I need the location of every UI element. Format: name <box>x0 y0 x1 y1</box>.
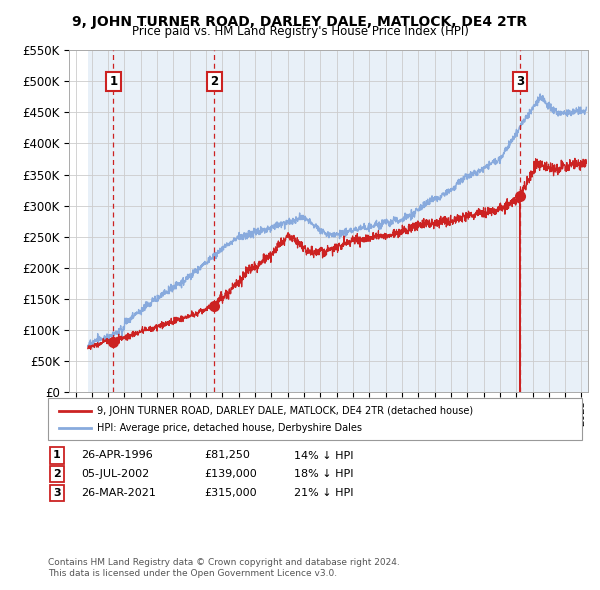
Text: 18% ↓ HPI: 18% ↓ HPI <box>294 470 353 479</box>
Text: 26-MAR-2021: 26-MAR-2021 <box>81 489 156 498</box>
Text: 1: 1 <box>53 451 61 460</box>
Text: £315,000: £315,000 <box>204 489 257 498</box>
Text: Price paid vs. HM Land Registry's House Price Index (HPI): Price paid vs. HM Land Registry's House … <box>131 25 469 38</box>
Text: £81,250: £81,250 <box>204 451 250 460</box>
Text: 26-APR-1996: 26-APR-1996 <box>81 451 153 460</box>
Text: 21% ↓ HPI: 21% ↓ HPI <box>294 489 353 498</box>
Text: 9, JOHN TURNER ROAD, DARLEY DALE, MATLOCK, DE4 2TR (detached house): 9, JOHN TURNER ROAD, DARLEY DALE, MATLOC… <box>97 406 473 415</box>
Text: 9, JOHN TURNER ROAD, DARLEY DALE, MATLOCK, DE4 2TR: 9, JOHN TURNER ROAD, DARLEY DALE, MATLOC… <box>73 15 527 29</box>
Text: 2: 2 <box>211 75 218 88</box>
Text: 3: 3 <box>516 75 524 88</box>
Text: 2: 2 <box>53 470 61 479</box>
Text: 05-JUL-2002: 05-JUL-2002 <box>81 470 149 479</box>
Text: 3: 3 <box>53 489 61 498</box>
Text: £139,000: £139,000 <box>204 470 257 479</box>
Text: 1: 1 <box>109 75 118 88</box>
Text: Contains HM Land Registry data © Crown copyright and database right 2024.: Contains HM Land Registry data © Crown c… <box>48 558 400 566</box>
Text: 14% ↓ HPI: 14% ↓ HPI <box>294 451 353 460</box>
Bar <box>88 50 588 392</box>
Text: HPI: Average price, detached house, Derbyshire Dales: HPI: Average price, detached house, Derb… <box>97 423 362 433</box>
Text: This data is licensed under the Open Government Licence v3.0.: This data is licensed under the Open Gov… <box>48 569 337 578</box>
